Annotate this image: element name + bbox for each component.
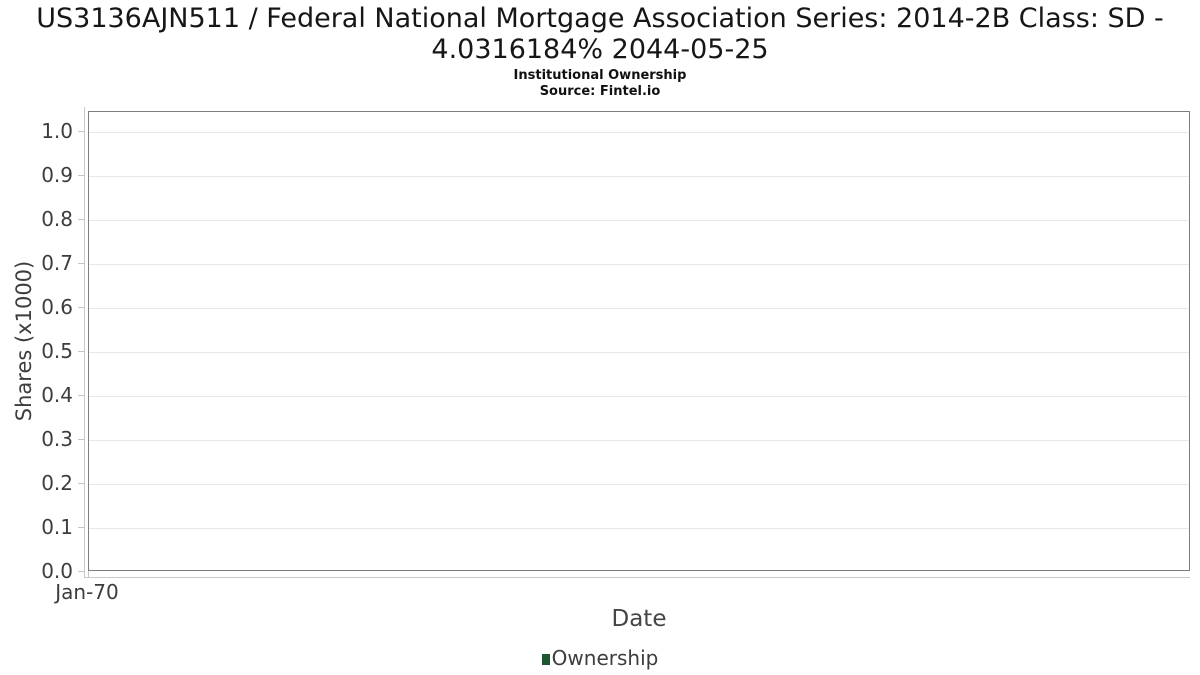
x-tick-mark <box>88 571 89 577</box>
y-tick-mark <box>78 395 84 396</box>
y-tick-label: 0.6 <box>41 295 73 319</box>
x-axis-title: Date <box>611 606 667 632</box>
gridline <box>89 176 1189 177</box>
legend-swatch <box>541 653 550 665</box>
gridline <box>89 264 1189 265</box>
gridline <box>89 132 1189 133</box>
y-tick-mark <box>78 263 84 264</box>
y-tick-label: 0.3 <box>41 427 73 451</box>
legend-label: Ownership <box>551 646 659 670</box>
legend: Ownership <box>0 645 1200 671</box>
y-tick-mark <box>78 527 84 528</box>
y-tick-label: 0.0 <box>41 559 73 583</box>
y-tick-mark <box>78 351 84 352</box>
y-axis-title: Shares (x1000) <box>12 260 36 422</box>
y-tick-mark <box>78 219 84 220</box>
plot-area <box>88 111 1190 571</box>
y-tick-mark <box>78 439 84 440</box>
y-tick-label: 0.1 <box>41 515 73 539</box>
y-tick-label: 0.5 <box>41 339 73 363</box>
y-tick-mark <box>78 307 84 308</box>
y-tick-label: 0.9 <box>41 163 73 187</box>
y-tick-mark <box>78 131 84 132</box>
y-tick-label: 0.4 <box>41 383 73 407</box>
y-tick-mark <box>78 175 84 176</box>
y-tick-mark <box>78 483 84 484</box>
gridline <box>89 308 1189 309</box>
y-axis-line <box>84 107 85 577</box>
gridline <box>89 352 1189 353</box>
gridline <box>89 484 1189 485</box>
x-tick-label: Jan-70 <box>55 580 119 604</box>
y-tick-label: 0.7 <box>41 251 73 275</box>
gridline <box>89 440 1189 441</box>
y-tick-label: 1.0 <box>41 119 73 143</box>
gridline <box>89 528 1189 529</box>
y-tick-mark <box>78 571 84 572</box>
y-tick-label: 0.2 <box>41 471 73 495</box>
gridline <box>89 220 1189 221</box>
gridline <box>89 396 1189 397</box>
chart-source: Source: Fintel.io <box>539 84 661 99</box>
x-axis-line <box>84 577 1190 578</box>
y-tick-label: 0.8 <box>41 207 73 231</box>
chart-subtitle: Institutional Ownership <box>513 68 687 83</box>
chart-title: US3136AJN511 / Federal National Mortgage… <box>36 3 1164 65</box>
